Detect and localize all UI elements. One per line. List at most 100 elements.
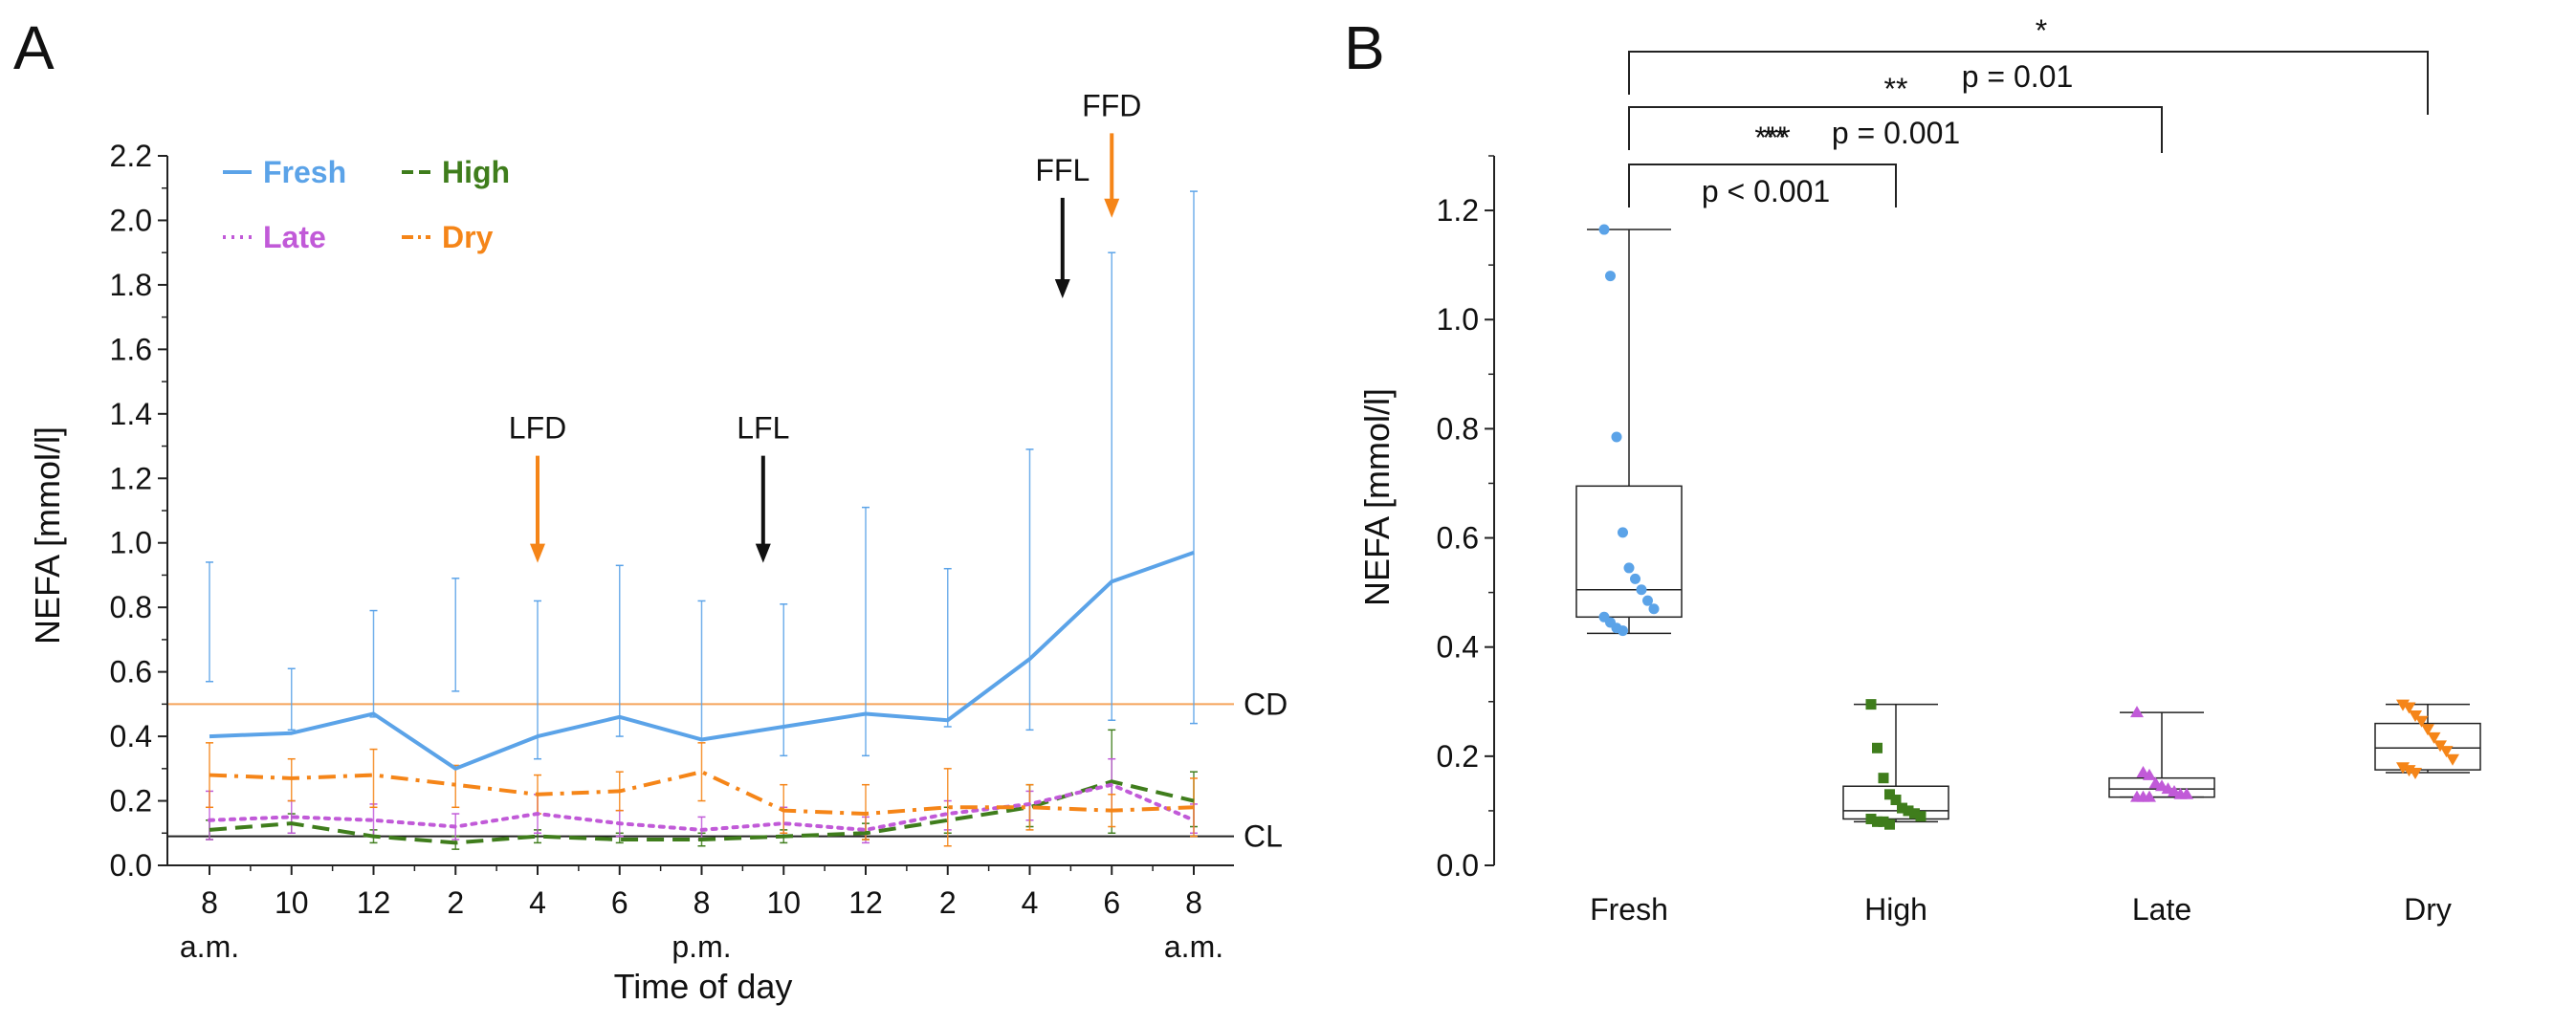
data-point bbox=[1897, 802, 1907, 814]
data-point bbox=[1878, 816, 1889, 827]
arrow-lfd: LFD bbox=[509, 411, 566, 563]
data-point bbox=[1909, 808, 1920, 819]
arrow-head bbox=[755, 543, 771, 563]
x-tick-label: 6 bbox=[611, 885, 628, 920]
stars-label-late: ** bbox=[1763, 120, 1787, 155]
y-tick-label: 1.2 bbox=[1437, 193, 1479, 228]
data-point bbox=[1648, 603, 1660, 615]
data-point bbox=[2427, 731, 2441, 744]
data-point bbox=[1636, 584, 1647, 596]
y-tick-label: 0.2 bbox=[1437, 739, 1479, 774]
x-period-label: p.m. bbox=[672, 929, 731, 964]
y-tick-label: 0.8 bbox=[110, 590, 152, 624]
panel-a-line-chart: A CD CL 0.0 0.2 0.4 0.6 0.8 1.0 1.2 1.4 1.6 1.8 2.0… bbox=[13, 13, 1288, 1006]
data-point bbox=[2402, 702, 2416, 714]
bracket-line bbox=[1628, 51, 2429, 115]
x-tick-label: 12 bbox=[848, 885, 883, 920]
legend-label: High bbox=[442, 155, 510, 189]
x-category-label: Dry bbox=[2404, 892, 2452, 927]
reference-label-cl: CL bbox=[1244, 819, 1283, 854]
series-line-late bbox=[208, 782, 1196, 832]
stars-label-high: *** bbox=[1754, 120, 1790, 155]
data-point bbox=[1878, 773, 1889, 784]
data-point bbox=[2439, 746, 2454, 758]
data-point bbox=[1872, 816, 1882, 827]
data-point bbox=[2446, 753, 2459, 766]
significance-bracket-dry bbox=[1628, 51, 2429, 115]
data-point bbox=[1890, 795, 1902, 806]
x-tick-label: 8 bbox=[1185, 885, 1202, 920]
data-point bbox=[1903, 805, 1914, 817]
data-point bbox=[1884, 819, 1895, 830]
arrow-ffd: FFD bbox=[1082, 88, 1141, 218]
stars-label-dry: * bbox=[2036, 13, 2047, 48]
y-tick-label: 0.6 bbox=[1437, 521, 1479, 556]
box-iqr bbox=[1842, 785, 1949, 820]
y-tick-label: 0.4 bbox=[110, 719, 152, 753]
data-point bbox=[2180, 787, 2193, 799]
x-tick-label: 2 bbox=[939, 885, 957, 920]
x-tick-label: 10 bbox=[766, 885, 801, 920]
data-point bbox=[1618, 527, 1628, 538]
stars-label-late-2: ** bbox=[1884, 72, 1908, 106]
box-iqr bbox=[2108, 776, 2215, 798]
arrow-head bbox=[1104, 198, 1120, 218]
y-tick-label: 1.4 bbox=[110, 397, 152, 431]
p-value-label-dry: p = 0.01 bbox=[1962, 59, 2074, 94]
data-point bbox=[1884, 789, 1895, 800]
box-fresh bbox=[1575, 224, 1683, 637]
data-point bbox=[1623, 562, 1635, 574]
significance-bracket-high bbox=[1628, 164, 1897, 207]
data-point bbox=[2143, 790, 2156, 802]
box-high bbox=[1842, 699, 1949, 830]
arrow-label: FFD bbox=[1082, 88, 1141, 122]
data-point bbox=[2414, 715, 2429, 728]
x-tick-label: 12 bbox=[357, 885, 391, 920]
data-point bbox=[1865, 813, 1877, 824]
x-tick-label: 8 bbox=[694, 885, 711, 920]
data-point bbox=[1630, 573, 1640, 584]
x-tick-label: 2 bbox=[447, 885, 464, 920]
legend-item-dry: Dry bbox=[402, 220, 494, 254]
legend-label: Late bbox=[263, 220, 326, 254]
arrow-lfl: LFL bbox=[737, 411, 789, 563]
data-point bbox=[1865, 699, 1877, 710]
legend-item-late: Late bbox=[223, 220, 326, 254]
arrow-ffl: FFL bbox=[1035, 153, 1090, 299]
panel-a-ylabel: NEFA [mmol/l] bbox=[28, 426, 67, 644]
y-tick-label: 0.0 bbox=[1437, 848, 1479, 883]
data-point bbox=[2143, 768, 2156, 780]
legend-item-high: High bbox=[402, 155, 510, 189]
x-tick-label: 4 bbox=[1022, 885, 1039, 920]
x-category-label: Late bbox=[2132, 892, 2191, 927]
bracket-line bbox=[1628, 106, 2163, 153]
y-tick-label: 1.6 bbox=[110, 332, 152, 366]
significance-bracket-late bbox=[1628, 106, 2163, 153]
panel-a-letter: A bbox=[13, 13, 55, 82]
legend-label: Fresh bbox=[263, 155, 346, 189]
box-dry bbox=[2374, 699, 2481, 779]
bracket-line bbox=[1628, 164, 1897, 207]
x-period-label: a.m. bbox=[1164, 929, 1223, 964]
x-category-label: Fresh bbox=[1590, 892, 1668, 927]
arrow-label: LFD bbox=[509, 411, 566, 446]
errorbars-fresh bbox=[206, 190, 1198, 760]
y-tick-label: 0.6 bbox=[110, 655, 152, 689]
x-tick-label: 8 bbox=[201, 885, 218, 920]
panel-b-letter: B bbox=[1344, 13, 1385, 82]
box-late bbox=[2108, 706, 2215, 802]
x-tick-label: 10 bbox=[275, 885, 309, 920]
y-tick-label: 1.2 bbox=[110, 461, 152, 495]
panel-b-ylabel: NEFA [mmol/l] bbox=[1357, 388, 1397, 606]
y-tick-label: 0.0 bbox=[110, 848, 152, 883]
y-tick-label: 0.4 bbox=[1437, 630, 1479, 665]
data-point bbox=[1872, 742, 1882, 753]
data-point bbox=[2409, 767, 2422, 779]
legend-item-fresh: Fresh bbox=[223, 155, 346, 189]
series-line-fresh bbox=[209, 550, 1195, 771]
arrow-head bbox=[530, 543, 545, 563]
x-category-label: High bbox=[1864, 892, 1927, 927]
x-period-label: a.m. bbox=[180, 929, 239, 964]
